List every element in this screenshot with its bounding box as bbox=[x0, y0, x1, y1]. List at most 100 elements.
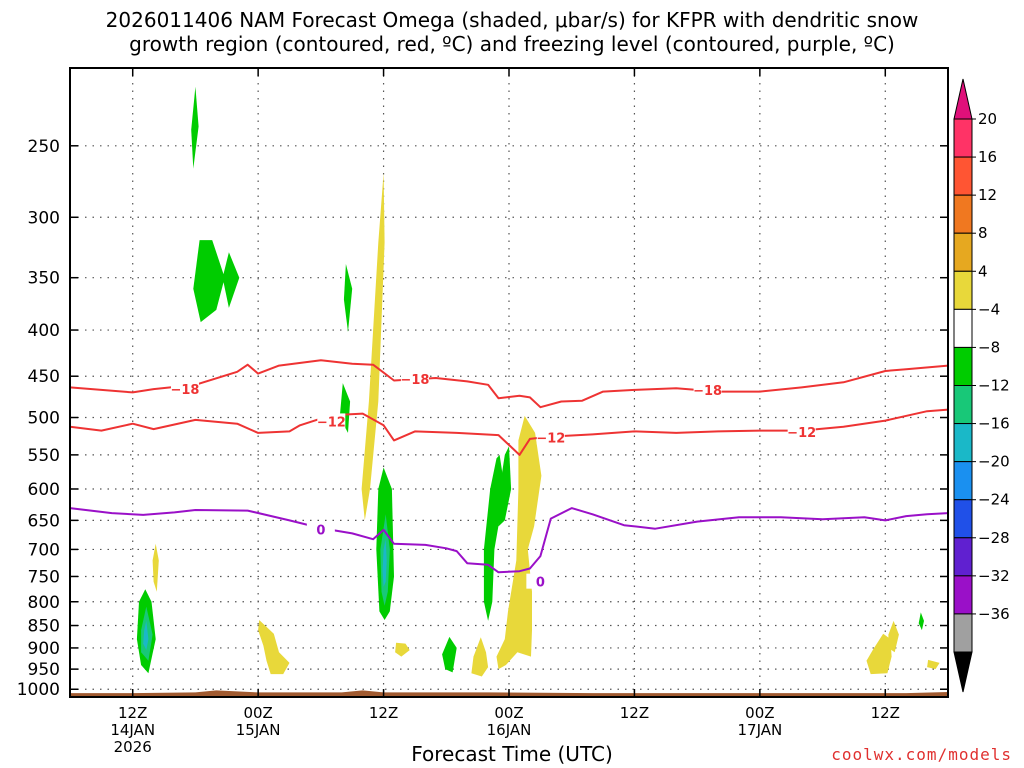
x-tick-sublabel-18: 15JAN bbox=[236, 721, 281, 739]
contour-label-bg--12-0 bbox=[317, 413, 346, 429]
contour-label--18-2: −18 bbox=[693, 384, 722, 399]
contour-label-bg--18-1 bbox=[400, 370, 429, 386]
y-tick-label-650: 650 bbox=[28, 511, 60, 531]
colorbar-swatch-6 bbox=[953, 346, 973, 386]
chart-title-line-2: growth region (contoured, red, ºC) and f… bbox=[129, 32, 895, 56]
contour-line-0 bbox=[69, 507, 949, 574]
colorbar-swatch-9 bbox=[953, 461, 973, 501]
shaded-region-green-350a bbox=[193, 240, 225, 323]
colorbar-swatch-1 bbox=[953, 156, 973, 196]
x-tick-label-42: 00Z bbox=[494, 704, 523, 722]
y-tick-label-450: 450 bbox=[28, 367, 60, 387]
colorbar-swatch-4 bbox=[953, 270, 973, 310]
shaded-region-green-915 bbox=[442, 636, 457, 673]
x-tick-label-54: 12Z bbox=[620, 704, 649, 722]
y-tick-label-1000: 1000 bbox=[17, 680, 60, 700]
colorbar-swatch-8 bbox=[953, 423, 973, 463]
colorbar-arrow-top bbox=[953, 78, 973, 120]
shaded-region-yellow-890 bbox=[395, 642, 410, 657]
contour-label--12-0: −12 bbox=[317, 415, 346, 430]
colorbar-label-12: −32 bbox=[978, 567, 1010, 585]
colorbar-swatch-7 bbox=[953, 385, 973, 425]
x-axis-label: Forecast Time (UTC) bbox=[411, 742, 613, 766]
colorbar-label-0: 20 bbox=[978, 110, 997, 128]
contour-label--12-1: −12 bbox=[536, 431, 565, 446]
contour-line--18 bbox=[69, 359, 949, 409]
colorbar-arrow-bottom bbox=[953, 651, 973, 693]
colorbar-label-13: −36 bbox=[978, 605, 1010, 623]
colorbar-label-7: −12 bbox=[978, 377, 1010, 395]
x-tick-label-30: 12Z bbox=[369, 704, 398, 722]
x-tick-label-6: 12Z bbox=[118, 704, 147, 722]
y-tick-label-300: 300 bbox=[28, 208, 60, 228]
shaded-region-yellow-885-right bbox=[888, 620, 899, 653]
y-tick-label-350: 350 bbox=[28, 269, 60, 289]
shaded-region-yellow-865 bbox=[866, 633, 892, 675]
colorbar-swatch-3 bbox=[953, 232, 973, 272]
colorbar-label-9: −20 bbox=[978, 453, 1010, 471]
y-tick-label-400: 400 bbox=[28, 321, 60, 341]
x-tick-sublabel-42: 16JAN bbox=[487, 721, 532, 739]
colorbar-label-1: 16 bbox=[978, 148, 997, 166]
y-tick-label-750: 750 bbox=[28, 567, 60, 587]
shaded-region-yellow-tall-30 bbox=[361, 173, 385, 521]
chart-title-line-1: 2026011406 NAM Forecast Omega (shaded, μ… bbox=[105, 8, 919, 32]
colorbar-label-10: −24 bbox=[978, 491, 1010, 509]
colorbar-label-5: −4 bbox=[978, 300, 1000, 318]
colorbar-label-3: 8 bbox=[978, 224, 988, 242]
x-tick-sublabel-6: 14JAN bbox=[110, 721, 155, 739]
colorbar-label-2: 12 bbox=[978, 186, 997, 204]
x-tick-label-78: 12Z bbox=[871, 704, 900, 722]
shaded-region-green-840 bbox=[918, 612, 924, 631]
y-tick-label-550: 550 bbox=[28, 446, 60, 466]
shaded-region-yellow-center bbox=[496, 415, 542, 670]
contour-line--12 bbox=[69, 408, 949, 456]
shaded-region-cyan-12z-core bbox=[382, 539, 387, 587]
colorbar-swatch-2 bbox=[953, 194, 973, 234]
colorbar-swatch-10 bbox=[953, 499, 973, 539]
colorbar-swatch-11 bbox=[953, 537, 973, 577]
colorbar-swatch-13 bbox=[953, 613, 973, 653]
x-tick-sublabel-66: 17JAN bbox=[737, 721, 782, 739]
colorbar-label-4: 4 bbox=[978, 262, 988, 280]
y-tick-label-600: 600 bbox=[28, 480, 60, 500]
y-tick-label-700: 700 bbox=[28, 540, 60, 560]
colorbar-swatch-12 bbox=[953, 575, 973, 615]
shaded-region-yellow-742 bbox=[152, 543, 159, 592]
contour-label--18-0: −18 bbox=[170, 383, 199, 398]
colorbar-label-6: −8 bbox=[978, 338, 1000, 356]
shaded-region-green-250 bbox=[191, 86, 199, 169]
contour-label-bg--18-2 bbox=[693, 381, 722, 397]
y-tick-label-850: 850 bbox=[28, 617, 60, 637]
contour-label-bg-0-1 bbox=[526, 573, 555, 589]
contour-label-bg--12-2 bbox=[787, 424, 816, 440]
contour-label-bg--12-1 bbox=[536, 429, 565, 445]
contour-label-0-1: 0 bbox=[536, 576, 545, 591]
colorbar-swatch-5 bbox=[953, 308, 973, 348]
y-tick-label-800: 800 bbox=[28, 593, 60, 613]
shaded-region-yellow-930 bbox=[471, 637, 489, 677]
shaded-region-green-350c bbox=[343, 264, 353, 332]
contour-label--18-1: −18 bbox=[400, 373, 429, 388]
shaded-region-yellow-900 bbox=[258, 620, 290, 675]
x-tick-sublabel2-6: 2026 bbox=[114, 738, 152, 756]
shaded-region-green-580 bbox=[498, 446, 512, 527]
colorbar-swatch-0 bbox=[953, 118, 973, 158]
colorbar-label-11: −28 bbox=[978, 529, 1010, 547]
contour-label-bg--18-0 bbox=[170, 381, 199, 397]
contour-label-0-0: 0 bbox=[316, 523, 325, 538]
shaded-region-yellow-930-right bbox=[927, 659, 940, 670]
shaded-region-cyan-870 bbox=[143, 620, 149, 651]
contour-label-bg-0-0 bbox=[306, 521, 335, 537]
shaded-region-green-350b bbox=[222, 252, 240, 308]
y-tick-label-500: 500 bbox=[28, 409, 60, 429]
x-tick-label-18: 00Z bbox=[243, 704, 272, 722]
x-tick-label-66: 00Z bbox=[745, 704, 774, 722]
y-tick-label-900: 900 bbox=[28, 639, 60, 659]
y-tick-label-250: 250 bbox=[28, 137, 60, 157]
credit-link[interactable]: coolwx.com/models bbox=[831, 745, 1012, 764]
y-tick-label-950: 950 bbox=[28, 660, 60, 680]
contour-label--12-2: −12 bbox=[787, 426, 816, 441]
